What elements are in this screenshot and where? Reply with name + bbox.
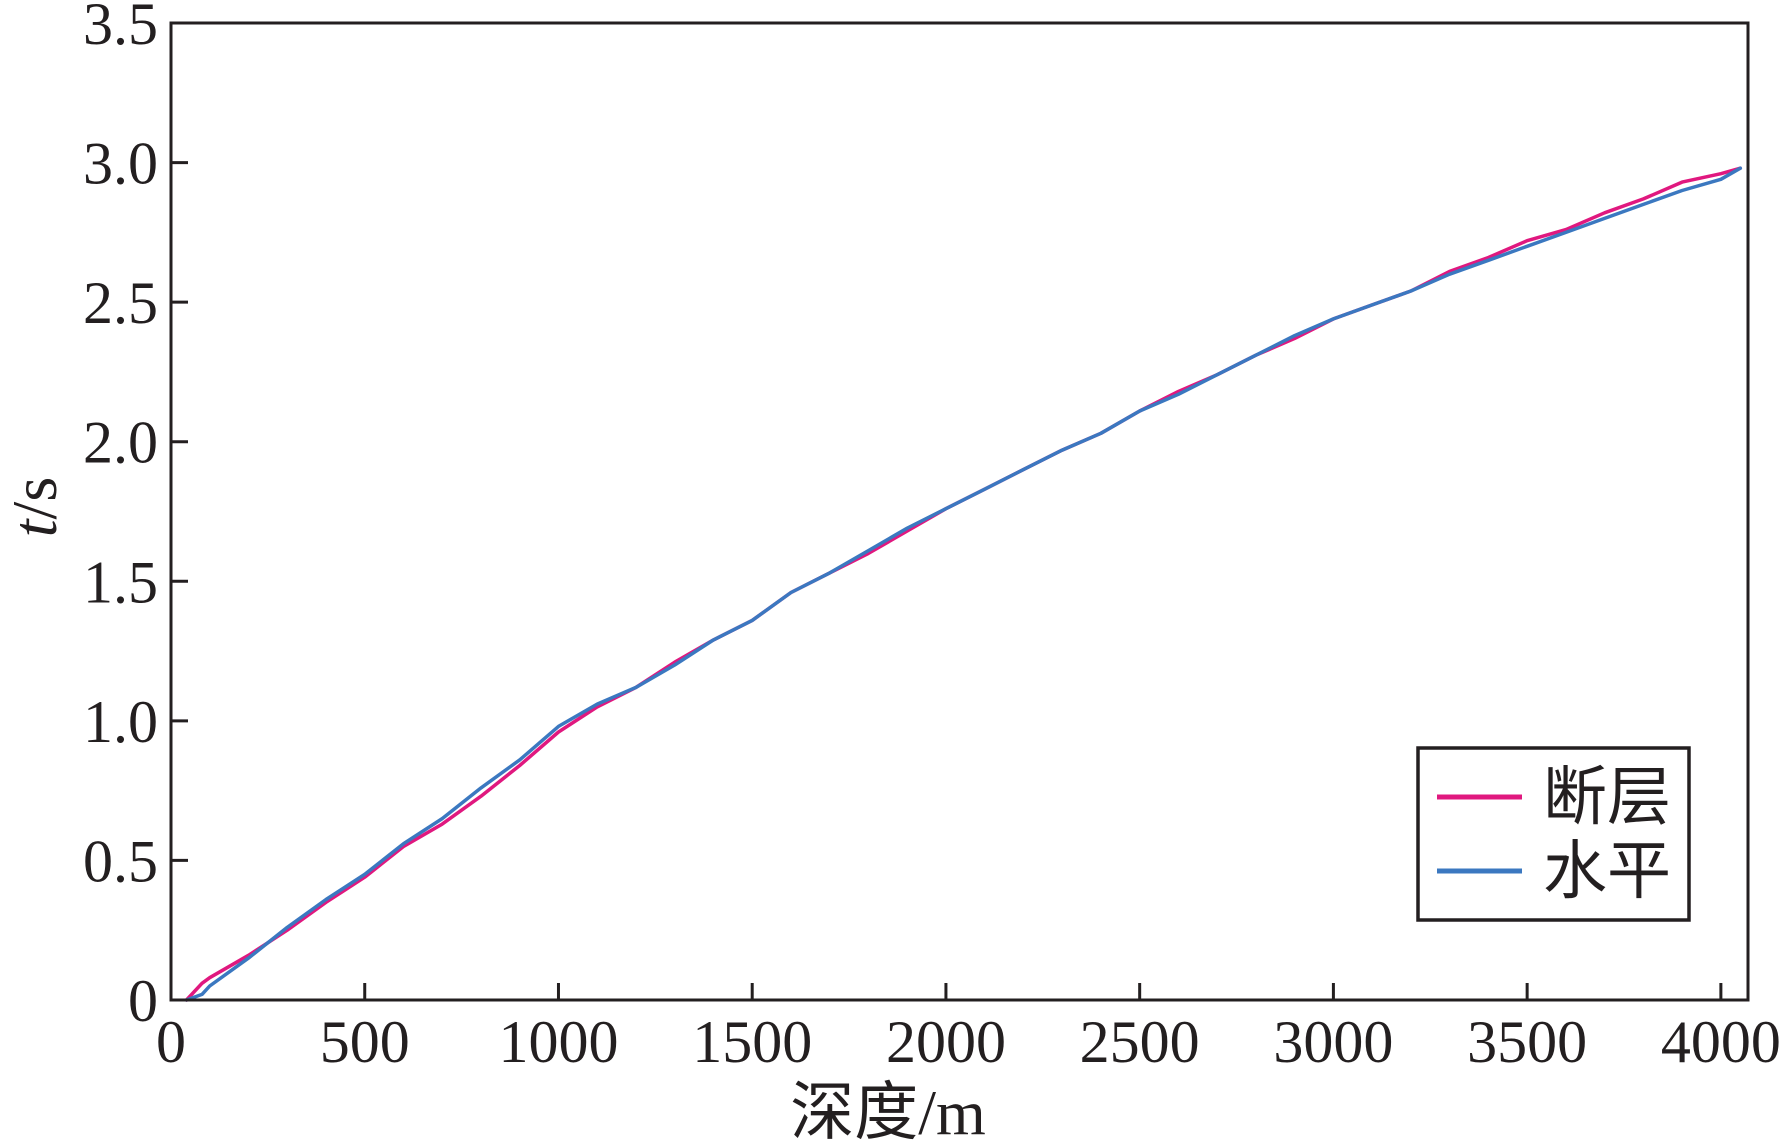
legend-label-fault: 断层 <box>1543 762 1671 833</box>
x-tick-label: 0 <box>156 1009 186 1075</box>
x-tick-label: 3500 <box>1467 1009 1587 1075</box>
y-tick-label: 0 <box>128 968 158 1034</box>
series-layer <box>184 166 1743 1002</box>
y-tick-label: 3.0 <box>83 131 158 197</box>
x-tick-label: 2500 <box>1080 1009 1200 1075</box>
horizontal-series-line <box>184 166 1743 1002</box>
y-tick-label: 3.5 <box>83 0 158 57</box>
x-tick-label: 3000 <box>1273 1009 1393 1075</box>
x-tick-label: 500 <box>320 1009 410 1075</box>
legend-label-horizontal: 水平 <box>1543 836 1671 907</box>
legend-box <box>1416 746 1691 922</box>
y-tick-label: 1.5 <box>83 549 158 615</box>
y-tick-label: 1.0 <box>83 689 158 755</box>
y-tick-label: 2.0 <box>83 410 158 476</box>
legend: 断层 水平 <box>1416 746 1691 922</box>
y-axis-label-unit: /s <box>0 477 70 520</box>
x-tick-label: 4000 <box>1661 1009 1781 1075</box>
plot-frame <box>169 21 1750 1002</box>
y-axis-label: t/s <box>0 477 70 537</box>
y-tick-label: 0.5 <box>83 828 158 894</box>
x-tick-label: 2000 <box>886 1009 1006 1075</box>
x-tick-label: 1000 <box>498 1009 618 1075</box>
y-axis-label-variable: t <box>0 517 70 537</box>
x-tick-label: 1500 <box>692 1009 812 1075</box>
axes-layer: 0 500 1000 1500 2000 2500 3000 3500 4000 0 0.5 1.0 1… <box>83 0 1781 1075</box>
y-tick-label: 2.5 <box>83 270 158 336</box>
x-axis-label: 深度/m <box>790 1077 986 1144</box>
